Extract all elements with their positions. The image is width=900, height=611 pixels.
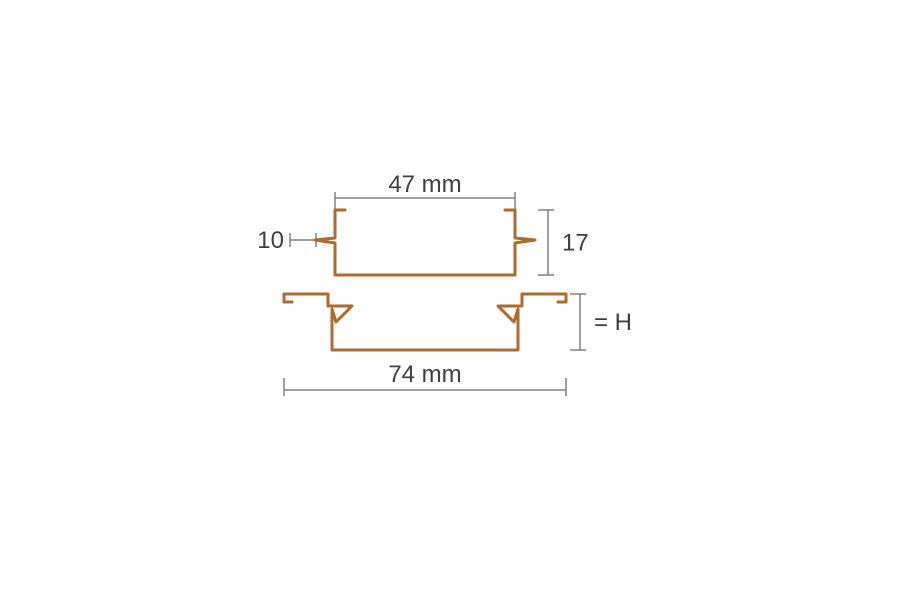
dim-label-tab: 10 xyxy=(257,227,284,254)
dim-label-eq-h: = H xyxy=(594,309,632,336)
dim-label-bottom-width: 74 mm xyxy=(388,361,461,388)
dim-label-top-height: 17 xyxy=(562,230,589,257)
lower-profile xyxy=(284,294,566,350)
dim-label-top-width: 47 mm xyxy=(388,171,461,198)
upper-profile xyxy=(315,210,535,275)
